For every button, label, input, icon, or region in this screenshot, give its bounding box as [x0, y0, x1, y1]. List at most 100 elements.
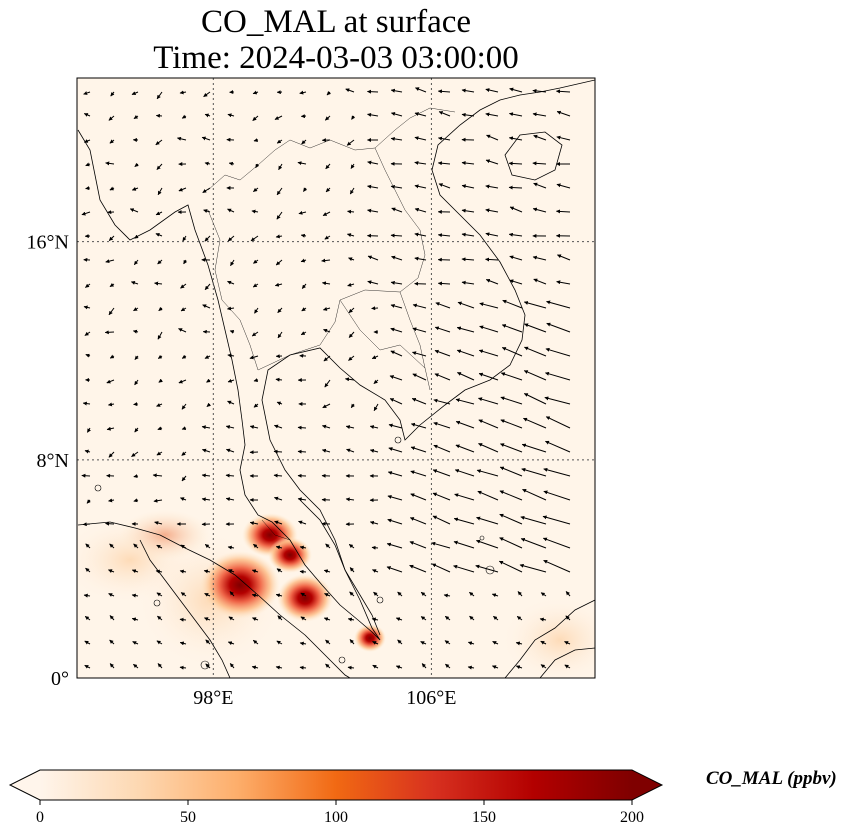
wind-arrow: [347, 665, 355, 670]
wind-arrow: [201, 497, 211, 502]
wind-arrow: [323, 306, 331, 311]
wind-arrow: [274, 115, 283, 120]
wind-arrow: [508, 161, 523, 166]
wind-arrow: [85, 283, 91, 288]
wind-arrow: [108, 451, 115, 458]
wind-arrow: [130, 281, 139, 285]
wind-arrow: [155, 211, 163, 216]
wind-arrow: [82, 522, 91, 527]
wind-arrow: [523, 301, 547, 309]
wind-arrow: [386, 566, 403, 573]
wind-arrow: [324, 235, 331, 240]
border-line: [339, 299, 431, 391]
wind-arrow: [131, 593, 139, 598]
wind-arrow: [373, 379, 379, 384]
wind-arrow: [478, 349, 499, 357]
colorbar-gradient: [40, 770, 632, 800]
coastline-malay-east: [299, 499, 381, 636]
wind-arrow: [453, 540, 475, 549]
wind-arrow: [367, 160, 379, 165]
wind-arrow: [345, 497, 355, 502]
wind-arrow: [277, 615, 283, 621]
wind-arrow: [255, 163, 260, 169]
wind-arrow: [542, 537, 571, 549]
wind-arrow: [251, 593, 259, 598]
wind-arrow: [414, 184, 427, 189]
wind-arrow: [469, 591, 475, 597]
wind-arrow: [133, 498, 139, 503]
wind-arrow: [499, 466, 523, 477]
wind-arrow: [109, 639, 115, 645]
wind-arrow: [157, 426, 163, 431]
wind-arrow: [502, 299, 523, 309]
wind-arrow: [455, 420, 475, 429]
wind-arrow: [457, 372, 475, 381]
wind-arrow: [546, 322, 571, 333]
wind-arrow: [532, 88, 547, 93]
wind-arrow: [253, 543, 259, 549]
wind-arrow: [158, 378, 163, 383]
map-title: CO_MAL at surface: [200, 4, 472, 40]
wind-arrow: [179, 665, 187, 670]
wind-arrow: [453, 517, 475, 525]
wind-arrow: [109, 186, 115, 191]
wind-arrow: [516, 616, 523, 621]
wind-arrow: [395, 665, 403, 670]
wind-arrow: [83, 139, 91, 143]
co-hotspot: [268, 537, 312, 573]
wind-arrow: [509, 206, 523, 213]
wind-arrow: [478, 397, 499, 405]
wind-arrow: [105, 161, 115, 166]
coastline-sumatra: [77, 521, 351, 678]
wind-arrow: [556, 89, 571, 94]
wind-arrow: [180, 307, 187, 312]
wind-arrow: [322, 403, 331, 409]
wind-arrow: [131, 91, 139, 95]
wind-arrow: [156, 640, 163, 645]
wind-arrow: [348, 307, 355, 314]
wind-arrow: [438, 183, 451, 189]
wind-arrow: [227, 545, 235, 550]
wind-arrow: [181, 354, 187, 359]
wind-arrow: [254, 307, 259, 314]
wind-arrow: [300, 592, 307, 597]
wind-arrow: [520, 515, 547, 525]
coastline-mainland: [77, 79, 595, 641]
wind-arrow: [228, 616, 235, 621]
wind-arrow: [253, 259, 259, 264]
wind-arrow: [367, 89, 379, 94]
wind-arrow: [204, 235, 211, 242]
wind-arrow: [155, 569, 163, 574]
wind-arrow: [369, 520, 379, 525]
co-concentration-field: [77, 510, 595, 678]
wind-arrow: [508, 136, 523, 141]
wind-arrow: [498, 560, 523, 573]
wind-arrow: [276, 139, 283, 144]
wind-arrow: [106, 379, 115, 384]
wind-arrow: [201, 473, 211, 478]
wind-arrow: [324, 379, 331, 388]
colorbar-tick-label: 0: [36, 809, 44, 826]
wind-arrow: [276, 211, 283, 220]
wind-arrow: [181, 475, 187, 482]
wind-arrow: [157, 259, 163, 265]
wind-arrow: [387, 471, 403, 477]
wind-arrow: [500, 396, 523, 405]
wind-arrow: [515, 641, 523, 646]
wind-arrow: [433, 421, 451, 429]
wind-arrow: [132, 641, 139, 645]
island: [94, 484, 102, 492]
wind-arrow: [522, 488, 547, 501]
wind-arrow: [371, 617, 379, 622]
wind-arrow: [386, 542, 403, 549]
wind-arrow: [225, 425, 235, 429]
wind-arrow: [565, 591, 571, 597]
wind-arrow: [543, 490, 571, 501]
wind-arrow: [367, 255, 379, 261]
wind-arrow: [226, 448, 235, 453]
wind-arrow: [371, 545, 379, 550]
wind-arrow: [83, 593, 91, 598]
wind-arrow: [414, 232, 427, 237]
wind-arrow: [391, 207, 403, 213]
wind-arrow: [414, 112, 427, 117]
